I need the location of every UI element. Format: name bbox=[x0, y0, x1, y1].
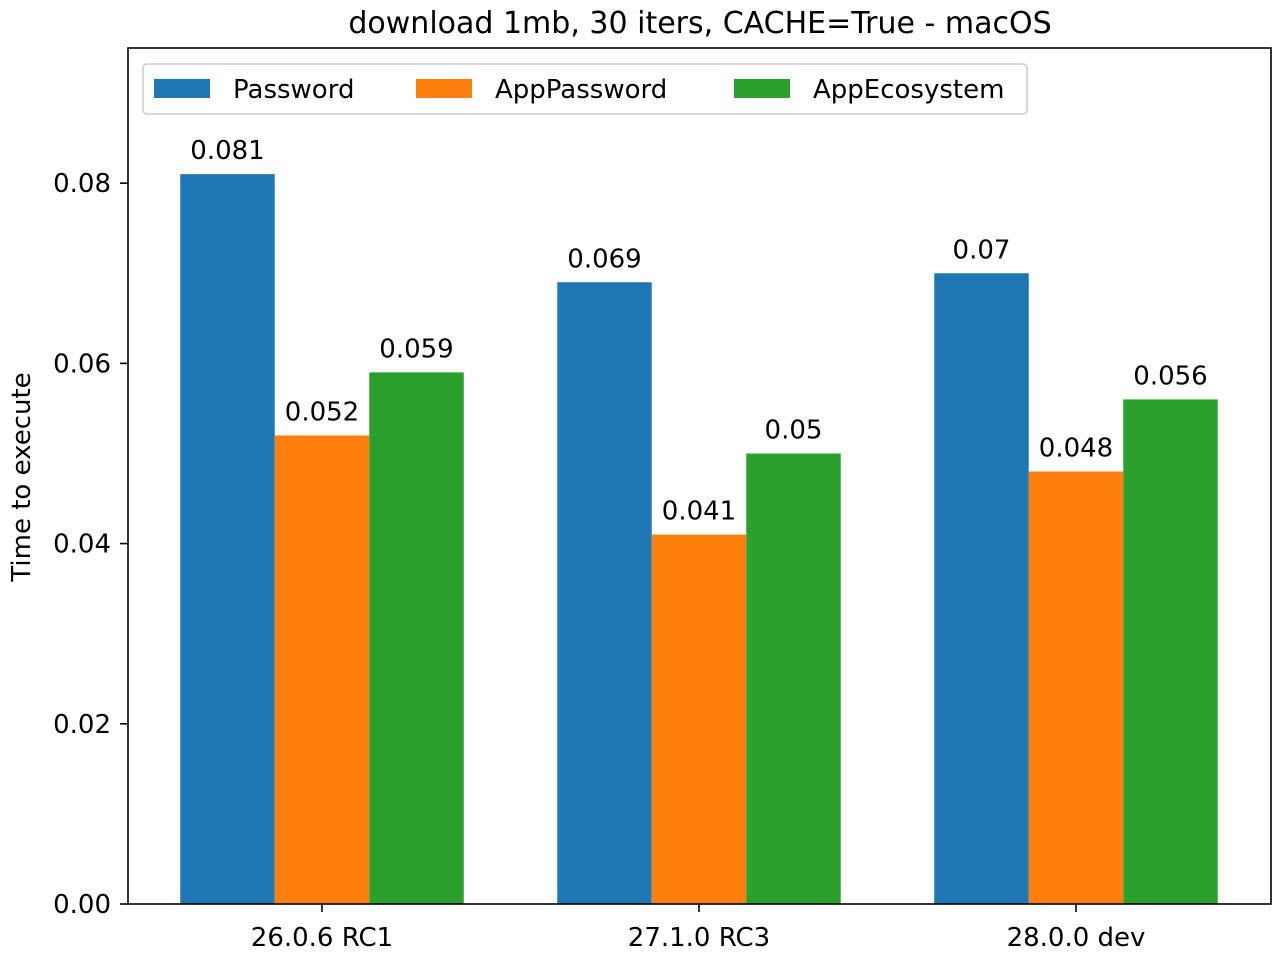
bar-value-labels: 0.081 0.069 0.07 0.052 0.041 0.048 0.059 0.05 0.… bbox=[190, 136, 1207, 526]
legend: Password AppPassword AppEcosystem bbox=[142, 63, 1028, 115]
legend-swatch-appecosystem bbox=[734, 79, 790, 98]
y-tick-label: 0.02 bbox=[53, 710, 111, 740]
legend-label-appecosystem: AppEcosystem bbox=[813, 75, 1004, 105]
x-axis: 26.0.6 RC1 27.1.0 RC3 28.0.0 dev bbox=[251, 904, 1146, 953]
y-tick-label: 0.06 bbox=[53, 349, 111, 379]
bar-appecosystem-2 bbox=[1123, 399, 1218, 904]
bar-value-label: 0.041 bbox=[662, 497, 736, 527]
chart-title: download 1mb, 30 iters, CACHE=True - mac… bbox=[348, 6, 1051, 41]
bar-value-label: 0.069 bbox=[567, 244, 641, 274]
legend-swatch-password bbox=[154, 79, 210, 98]
legend-box bbox=[142, 63, 1028, 115]
bar-value-label: 0.056 bbox=[1133, 361, 1207, 391]
bars bbox=[180, 174, 1218, 905]
y-axis: 0.00 0.02 0.04 0.06 0.08 bbox=[53, 169, 128, 920]
x-tick-label: 27.1.0 RC3 bbox=[628, 923, 770, 953]
x-tick-label: 28.0.0 dev bbox=[1007, 923, 1146, 953]
plot-frame bbox=[127, 47, 1272, 905]
plot-area: 0.081 0.069 0.07 0.052 0.041 0.048 0.059 0.05 0.… bbox=[53, 47, 1272, 953]
bar-value-label: 0.052 bbox=[285, 397, 359, 427]
bar-value-label: 0.05 bbox=[765, 415, 823, 445]
legend-label-apppassword: AppPassword bbox=[495, 75, 667, 105]
bar-value-label: 0.081 bbox=[190, 136, 264, 166]
y-tick-label: 0.04 bbox=[53, 530, 111, 560]
y-tick-label: 0.08 bbox=[53, 169, 111, 199]
bar-apppassword-2 bbox=[1028, 471, 1124, 904]
bar-appecosystem-1 bbox=[746, 453, 841, 904]
bar-value-label: 0.07 bbox=[953, 235, 1011, 265]
bar-value-label: 0.048 bbox=[1039, 433, 1113, 463]
y-tick-label: 0.00 bbox=[53, 890, 111, 920]
bar-password-0 bbox=[180, 174, 275, 905]
bar-apppassword-0 bbox=[274, 435, 370, 904]
bar-appecosystem-0 bbox=[369, 372, 464, 905]
bar-password-1 bbox=[557, 282, 652, 904]
bar-apppassword-1 bbox=[651, 534, 747, 904]
legend-swatch-apppassword bbox=[416, 79, 472, 98]
y-axis-label: Time to execute bbox=[7, 372, 37, 582]
bar-password-2 bbox=[934, 273, 1029, 904]
x-tick-label: 26.0.6 RC1 bbox=[251, 923, 393, 953]
legend-label-password: Password bbox=[233, 75, 354, 105]
bar-value-label: 0.059 bbox=[379, 334, 453, 364]
